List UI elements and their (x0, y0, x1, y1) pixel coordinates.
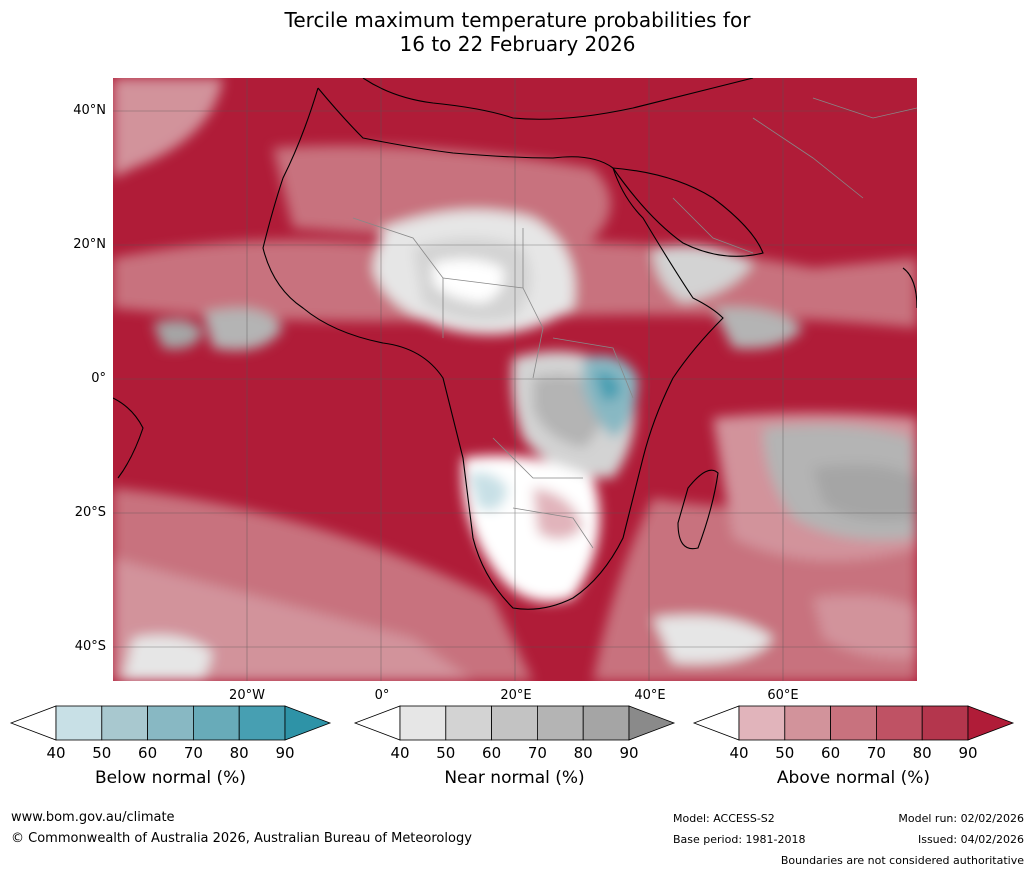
colorbar-near-tick: 90 (619, 744, 639, 762)
colorbar-near-segment (491, 705, 538, 741)
colorbar-near-tick: 80 (573, 744, 593, 762)
copyright-text: © Commonwealth of Australia 2026, Austra… (11, 831, 472, 846)
colorbar-near-label: Near normal (%) (444, 768, 585, 788)
colorbar-above-tick: 90 (958, 744, 978, 762)
colorbar-above-tick: 80 (912, 744, 932, 762)
colorbar-below-segment (101, 705, 149, 741)
lat-label-20n: 20°N (73, 237, 106, 252)
graticule (113, 78, 917, 681)
colorbar-below-segment (238, 705, 286, 741)
boundaries-disclaimer: Boundaries are not considered authoritat… (780, 854, 1024, 867)
colorbar-above-segment (738, 705, 786, 741)
issued-date: Issued: 04/02/2026 (917, 833, 1024, 846)
colorbar-above-tick: 70 (866, 744, 886, 762)
colorbar-above-segment (784, 705, 831, 741)
colorbar-above-tick: 40 (729, 744, 749, 762)
colorbar-above-tick: 60 (821, 744, 841, 762)
colorbar-near-segment (445, 705, 492, 741)
lon-label-20w: 20°W (229, 688, 265, 703)
model-run-date: Model run: 02/02/2026 (898, 812, 1024, 825)
lat-label-20s: 20°S (74, 505, 106, 520)
lon-label-60e: 60°E (767, 688, 799, 703)
colorbar-below-segment (192, 705, 240, 741)
colorbar-below-segment (147, 705, 194, 741)
colorbar-below-max-extension (284, 705, 332, 741)
colorbar-above-min-extension (692, 705, 740, 741)
colorbar-below-tick: 70 (183, 744, 203, 762)
colorbar-above (692, 705, 1015, 741)
colorbar-above-label: Above normal (%) (776, 768, 931, 788)
colorbar-below-min-extension (9, 705, 57, 741)
lon-label-40e: 40°E (634, 688, 666, 703)
title-line-2: 16 to 22 February 2026 (399, 32, 636, 56)
colorbar-near-tick: 50 (436, 744, 456, 762)
map-title: Tercile maximum temperature probabilitie… (0, 8, 1035, 56)
colorbar-above-max-extension (967, 705, 1015, 741)
colorbar-below-label: Below normal (%) (95, 768, 246, 788)
country-borders (352, 97, 917, 549)
colorbar-near-min-extension (353, 705, 401, 741)
website-link[interactable]: www.bom.gov.au/climate (11, 810, 175, 825)
colorbar-below-tick: 40 (46, 744, 66, 762)
title-line-1: Tercile maximum temperature probabilitie… (284, 8, 751, 32)
colorbar-below-tick: 50 (92, 744, 112, 762)
colorbar-above-segment (830, 705, 877, 741)
lat-label-40s: 40°S (74, 639, 106, 654)
model-name: Model: ACCESS-S2 (673, 812, 775, 825)
lat-label-40n: 40°N (73, 103, 106, 118)
colorbar-near-tick: 70 (527, 744, 547, 762)
colorbar-near-segment (537, 705, 584, 741)
colorbar-near-tick: 40 (390, 744, 410, 762)
colorbar-near-max-extension (628, 705, 676, 741)
lon-label-0: 0° (374, 688, 390, 703)
base-period: Base period: 1981-2018 (673, 833, 806, 846)
colorbar-below-tick: 60 (138, 744, 158, 762)
colorbar-above-segment (876, 705, 923, 741)
colorbar-near-tick: 60 (482, 744, 502, 762)
colorbar-above-tick: 50 (775, 744, 795, 762)
lon-label-20e: 20°E (500, 688, 532, 703)
colorbar-below (9, 705, 332, 741)
colorbar-below-tick: 90 (275, 744, 295, 762)
coastlines (113, 78, 917, 610)
colorbar-near-segment (582, 705, 630, 741)
colorbars (9, 705, 1015, 741)
colorbar-near-segment (399, 705, 447, 741)
lat-label-0: 0° (91, 371, 106, 386)
colorbar-below-tick: 80 (229, 744, 249, 762)
colorbar-below-segment (55, 705, 103, 741)
map-canvas (113, 78, 917, 681)
colorbar-above-segment (921, 705, 969, 741)
probability-map (113, 78, 917, 681)
colorbar-near (353, 705, 676, 741)
